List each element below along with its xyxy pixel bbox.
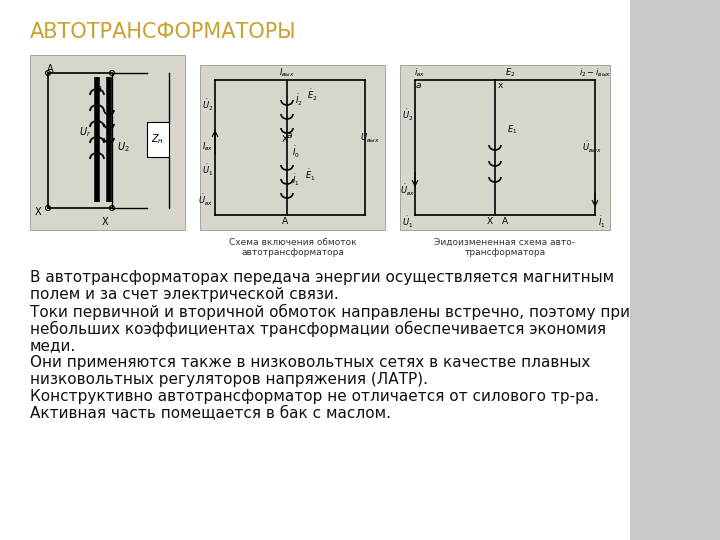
Text: Конструктивно автотрансформатор не отличается от силового тр-ра.: Конструктивно автотрансформатор не отлич…: [30, 389, 599, 404]
Text: A: A: [282, 218, 288, 226]
Text: $\dot{U}_{вых}$: $\dot{U}_{вых}$: [360, 129, 380, 145]
Text: $U_г$: $U_г$: [78, 126, 91, 139]
Text: $\dot{E}_2$: $\dot{E}_2$: [307, 87, 318, 103]
Text: $\dot{U}_2$: $\dot{U}_2$: [402, 107, 414, 123]
Text: $\dot{U}_{вх}$: $\dot{U}_{вх}$: [400, 183, 415, 198]
Text: A: A: [502, 218, 508, 226]
Text: Они применяются также в низковольтных сетях в качестве плавных: Они применяются также в низковольтных се…: [30, 355, 590, 370]
Text: $E_1$: $E_1$: [507, 124, 518, 136]
Text: a: a: [415, 80, 420, 90]
Text: $\dot{U}_2$: $\dot{U}_2$: [202, 97, 214, 113]
Bar: [0, 0, 630, 540]
Text: АВТОТРАНСФОРМАТОРЫ: АВТОТРАНСФОРМАТОРЫ: [30, 22, 297, 42]
Text: $I_{вых}$: $I_{вых}$: [279, 67, 295, 79]
Text: $\dot{I}_0$: $\dot{I}_0$: [292, 144, 300, 160]
Bar: [400, 65, 610, 230]
Text: $E_2$: $E_2$: [505, 67, 516, 79]
Text: x: x: [498, 80, 503, 90]
Text: $\dot{U}_{вх}$: $\dot{U}_{вх}$: [199, 192, 214, 208]
Text: $\dot{E}_1$: $\dot{E}_1$: [305, 167, 315, 183]
Text: a: a: [96, 84, 102, 94]
Text: Схема включения обмоток: Схема включения обмоток: [229, 238, 356, 247]
Bar: [30, 55, 185, 230]
Text: небольших коэффициентах трансформации обеспечивается экономия: небольших коэффициентах трансформации об…: [30, 321, 606, 337]
Text: Токи первичной и вторичной обмоток направлены встречно, поэтому при: Токи первичной и вторичной обмоток напра…: [30, 304, 630, 320]
Text: низковольтных регуляторов напряжения (ЛАТР).: низковольтных регуляторов напряжения (ЛА…: [30, 372, 428, 387]
Text: трансформатора: трансформатора: [464, 248, 546, 257]
Text: автотрансформатора: автотрансформатора: [241, 248, 344, 257]
Text: $\dot{U}_1$: $\dot{U}_1$: [202, 163, 214, 178]
Text: Эидоизмененная схема авто-: Эидоизмененная схема авто-: [434, 238, 575, 247]
Text: A: A: [47, 64, 53, 74]
Text: $\dot{I}_1$: $\dot{I}_1$: [598, 214, 606, 230]
Text: меди.: меди.: [30, 338, 76, 353]
Text: В автотрансформаторах передача энергии осуществляется магнитным: В автотрансформаторах передача энергии о…: [30, 270, 614, 285]
Text: X: X: [102, 217, 108, 227]
Bar: [147, 122, 169, 157]
Text: полем и за счет электрической связи.: полем и за счет электрической связи.: [30, 287, 338, 302]
Text: $\dot{I}_2$: $\dot{I}_2$: [295, 92, 302, 107]
Bar: [200, 65, 385, 230]
Text: $i_{вх}$: $i_{вх}$: [414, 67, 426, 79]
Text: $Z_н$: $Z_н$: [151, 133, 165, 146]
Text: X: X: [487, 218, 493, 226]
Text: Активная часть помещается в бак с маслом.: Активная часть помещается в бак с маслом…: [30, 406, 391, 421]
Text: $U_2$: $U_2$: [117, 140, 130, 154]
Text: $\dot{U}_1$: $\dot{U}_1$: [402, 214, 414, 230]
Text: a: a: [287, 131, 292, 139]
Text: X: X: [35, 207, 41, 217]
Text: $\dot{I}_1$: $\dot{I}_1$: [292, 172, 300, 188]
Text: X: X: [282, 134, 288, 144]
Text: $i_2-i_{вых}$: $i_2-i_{вых}$: [579, 67, 611, 79]
Text: $I_{вх}$: $I_{вх}$: [202, 141, 214, 153]
Text: $\dot{U}_{вых}$: $\dot{U}_{вых}$: [582, 139, 602, 154]
